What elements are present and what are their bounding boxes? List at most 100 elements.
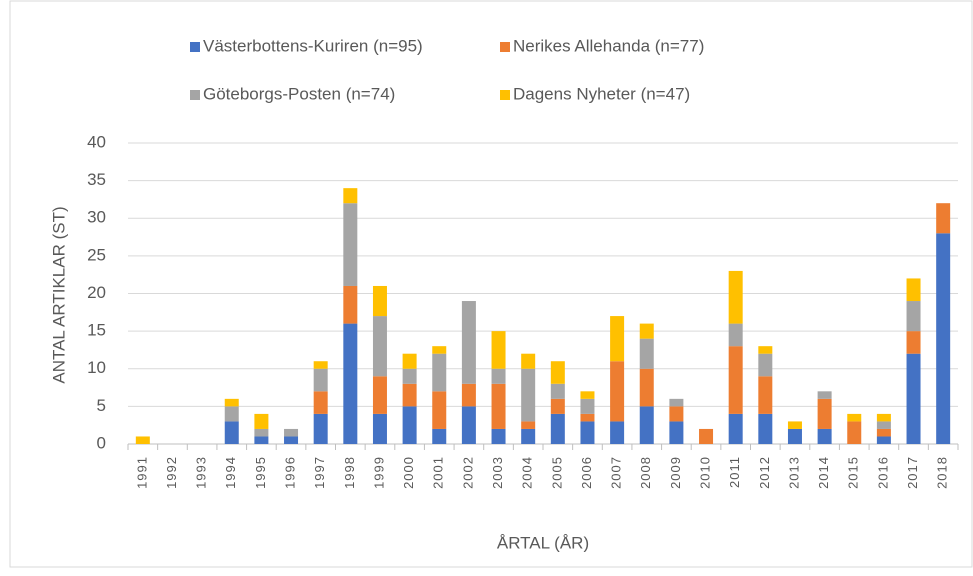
legend-label: Dagens Nyheter (n=47) — [513, 84, 690, 103]
bar-segment — [313, 413, 328, 444]
bar-segment — [521, 353, 536, 369]
bar-segment — [669, 406, 684, 422]
x-tick-label: 1995 — [253, 456, 268, 489]
bar-segment — [580, 391, 595, 399]
bar-segment — [876, 428, 891, 437]
bar-segment — [936, 233, 951, 444]
bar-segment — [372, 376, 387, 414]
bar-segment — [758, 353, 773, 377]
bar-segment — [847, 413, 862, 422]
bar-segment — [787, 421, 802, 429]
bar-segment — [936, 203, 951, 234]
bar-segment — [847, 421, 862, 444]
x-tick-label: 2016 — [875, 456, 890, 489]
bar-segment — [402, 353, 417, 369]
legend-label: Nerikes Allehanda (n=77) — [513, 36, 704, 55]
bar-segment — [521, 428, 536, 444]
bar-segment — [906, 353, 921, 444]
chart-border — [9, 0, 973, 568]
bar-segment — [254, 428, 269, 437]
y-tick-label: 5 — [97, 396, 106, 415]
x-tick-label: 1999 — [371, 456, 386, 489]
bar-segment — [284, 428, 299, 437]
x-tick-label: 2010 — [697, 456, 712, 489]
x-tick-label: 2004 — [520, 456, 535, 489]
x-tick-label: 1997 — [312, 456, 327, 489]
x-tick-label: 2000 — [401, 456, 416, 489]
bar-segment — [669, 421, 684, 444]
bar-segment — [876, 421, 891, 429]
bar-segment — [343, 323, 358, 444]
y-tick-label: 25 — [87, 245, 106, 264]
bar-segment — [817, 391, 832, 399]
bar-segment — [254, 436, 269, 444]
x-tick-label: 1992 — [164, 456, 179, 489]
x-tick-label: 2003 — [490, 456, 505, 489]
bar-segment — [343, 285, 358, 324]
legend-label: Västerbottens-Kuriren (n=95) — [203, 36, 423, 55]
bar-segment — [758, 413, 773, 444]
legend-swatch — [190, 42, 200, 52]
bar-segment — [521, 421, 536, 429]
y-tick-label: 35 — [87, 170, 106, 189]
bar-segment — [491, 428, 506, 444]
x-tick-label: 1996 — [282, 456, 297, 489]
x-tick-label: 2007 — [609, 456, 624, 489]
legend-swatch — [500, 42, 510, 52]
x-tick-label: 1993 — [194, 456, 209, 489]
bar-segment — [550, 413, 565, 444]
x-tick-label: 1998 — [342, 456, 357, 489]
bar-segment — [669, 398, 684, 407]
bar-segment — [580, 398, 595, 414]
bar-segment — [224, 421, 239, 444]
bar-segment — [639, 406, 654, 444]
bar-segment — [254, 413, 269, 429]
bar-segment — [906, 278, 921, 302]
x-tick-label: 2001 — [431, 456, 446, 489]
bar-segment — [610, 316, 625, 362]
x-tick-label: 2013 — [786, 456, 801, 489]
bar-segment — [817, 428, 832, 444]
bar-segment — [432, 346, 447, 354]
bar-segment — [728, 270, 743, 324]
bar-segment — [135, 436, 150, 444]
legend-label: Göteborgs-Posten (n=74) — [203, 84, 395, 103]
x-tick-label: 2002 — [460, 456, 475, 489]
legend-swatch — [190, 90, 200, 100]
bar-segment — [432, 428, 447, 444]
bar-segment — [372, 316, 387, 377]
bar-segment — [432, 391, 447, 429]
bar-segment — [876, 436, 891, 444]
x-tick-label: 2011 — [727, 456, 742, 488]
bar-segment — [343, 188, 358, 204]
bar-segment — [343, 203, 358, 286]
x-tick-label: 1991 — [134, 456, 149, 489]
bar-segment — [787, 428, 802, 444]
bar-segment — [728, 323, 743, 347]
bar-segment — [610, 421, 625, 444]
bar-segment — [402, 383, 417, 407]
bar-segment — [491, 368, 506, 384]
bar-segment — [491, 383, 506, 429]
bar-segment — [372, 285, 387, 317]
bar-segment — [639, 368, 654, 407]
bar-segment — [402, 406, 417, 444]
bar-segment — [699, 428, 714, 444]
bar-segment — [313, 368, 328, 392]
bar-segment — [728, 413, 743, 444]
y-tick-label: 15 — [87, 321, 106, 340]
bar-segment — [550, 383, 565, 399]
y-tick-label: 10 — [87, 358, 106, 377]
y-tick-label: 20 — [87, 283, 106, 302]
bar-segment — [313, 391, 328, 414]
bar-segment — [461, 301, 476, 384]
bar-segment — [758, 376, 773, 414]
x-tick-label: 2015 — [846, 456, 861, 489]
x-tick-label: 2006 — [579, 456, 594, 489]
bar-segment — [224, 398, 239, 407]
bar-segment — [432, 353, 447, 392]
x-tick-label: 2009 — [668, 456, 683, 489]
legend-swatch — [500, 90, 510, 100]
bar-segment — [521, 368, 536, 422]
bar-segment — [876, 413, 891, 422]
